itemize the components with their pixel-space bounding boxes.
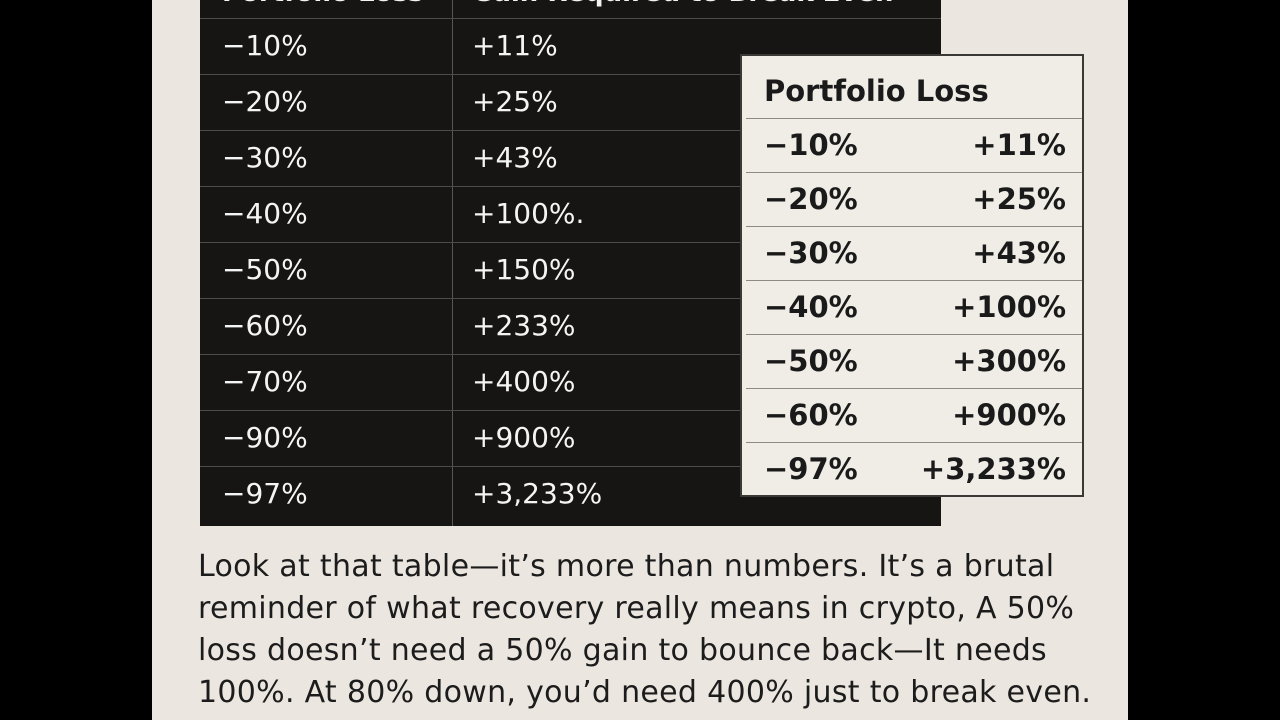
gain-cell: +3,233% <box>920 452 1066 486</box>
gain-cell: +233% <box>472 309 576 342</box>
white-table-row: −50% +300% <box>746 334 1082 388</box>
dark-table-row: −97% +3,233% <box>200 466 941 522</box>
loss-cell: −20% <box>764 182 858 216</box>
white-table-title: Portfolio Loss <box>764 74 989 108</box>
dark-table-row: −50% +150% <box>200 242 941 298</box>
paragraph-line: 100%. At 80% down, you’d need 400% just … <box>198 675 1092 710</box>
loss-cell: −30% <box>764 236 858 270</box>
paragraph-line: Look at that table—it’s more than number… <box>198 549 1055 584</box>
loss-cell: −90% <box>222 421 308 454</box>
loss-cell: −97% <box>764 452 858 486</box>
loss-cell: −40% <box>222 197 308 230</box>
white-table-row: −97% +3,233% <box>746 442 1082 496</box>
dark-header-loss: Portfolio Loss <box>222 0 423 8</box>
white-table-row: −40% +100% <box>746 280 1082 334</box>
gain-cell: +400% <box>472 365 576 398</box>
dark-column-divider <box>452 0 453 526</box>
paragraph-line: loss doesn’t need a 50% gain to bounce b… <box>198 633 1047 668</box>
loss-cell: −97% <box>222 477 308 510</box>
loss-cell: −50% <box>222 253 308 286</box>
gain-cell: +25% <box>472 85 558 118</box>
gain-cell: +43% <box>972 236 1066 270</box>
white-table-row: −60% +900% <box>746 388 1082 442</box>
document-page: Portfolio Loss Gain Required to Break Ev… <box>152 0 1128 720</box>
gain-cell: +900% <box>472 421 576 454</box>
gain-cell: +300% <box>952 344 1066 378</box>
dark-table-row: −10% +11% <box>200 18 941 74</box>
gain-cell: +11% <box>972 128 1066 162</box>
dark-table-row: −40% +100%. <box>200 186 941 242</box>
dark-table-row: −30% +43% <box>200 130 941 186</box>
gain-cell: +25% <box>972 182 1066 216</box>
gain-cell: +43% <box>472 141 558 174</box>
white-breakeven-table: Portfolio Loss −10% +11% −20% +25% −30% … <box>740 54 1084 497</box>
dark-header-gain: Gain Required to Break Even <box>472 0 894 8</box>
loss-cell: −10% <box>222 29 308 62</box>
white-table-row: −30% +43% <box>746 226 1082 280</box>
paragraph-line: reminder of what recovery really means i… <box>198 591 1075 626</box>
gain-cell: +100%. <box>472 197 585 230</box>
dark-table-row: −60% +233% <box>200 298 941 354</box>
dark-table-row: −90% +900% <box>200 410 941 466</box>
loss-cell: −30% <box>222 141 308 174</box>
gain-cell: +3,233% <box>472 477 603 510</box>
loss-cell: −40% <box>764 290 858 324</box>
dark-table-row: −20% +25% <box>200 74 941 130</box>
explanation-paragraph: Look at that table—it’s more than number… <box>198 546 1098 714</box>
gain-cell: +100% <box>952 290 1066 324</box>
loss-cell: −60% <box>222 309 308 342</box>
white-table-row: −20% +25% <box>746 172 1082 226</box>
gain-cell: +900% <box>952 398 1066 432</box>
loss-cell: −60% <box>764 398 858 432</box>
gain-cell: +11% <box>472 29 558 62</box>
loss-cell: −20% <box>222 85 308 118</box>
loss-cell: −50% <box>764 344 858 378</box>
loss-cell: −10% <box>764 128 858 162</box>
dark-table-row: −70% +400% <box>200 354 941 410</box>
gain-cell: +150% <box>472 253 576 286</box>
white-table-row: −10% +11% <box>746 118 1082 172</box>
dark-table-header: Portfolio Loss Gain Required to Break Ev… <box>200 0 941 18</box>
loss-cell: −70% <box>222 365 308 398</box>
